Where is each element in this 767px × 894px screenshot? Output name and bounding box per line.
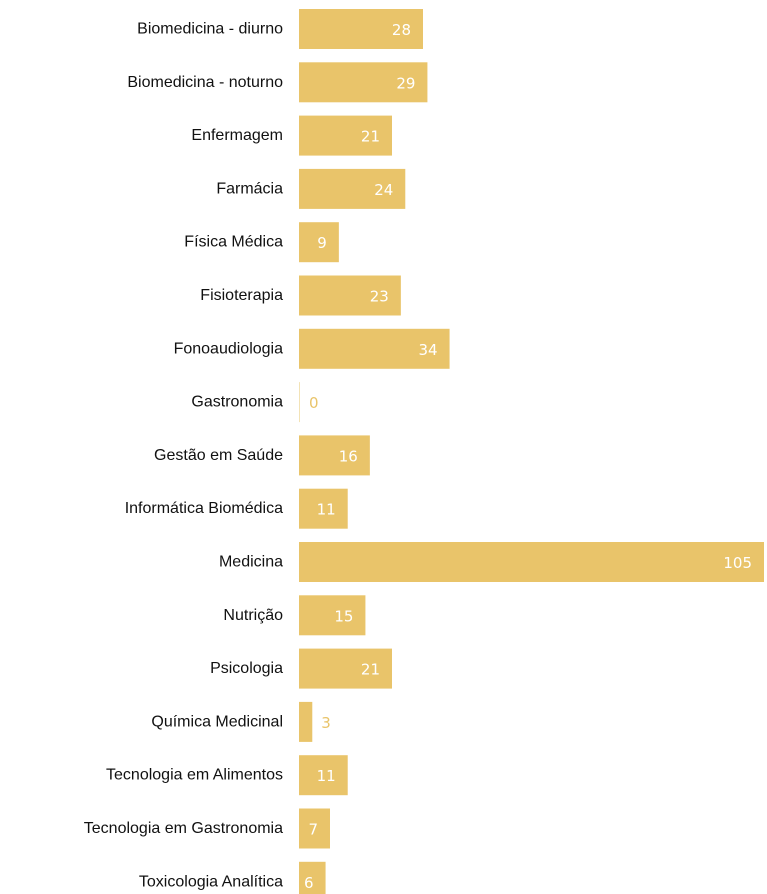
category-label: Informática Biomédica [125,500,283,517]
category-label: Fonoaudiologia [174,340,284,357]
value-label: 21 [361,128,380,146]
category-label: Gestão em Saúde [154,447,283,464]
bar [299,168,406,209]
category-label: Medicina [219,554,283,571]
bar-row: Psicologia 21 [210,648,392,689]
bar [299,328,450,369]
bar-row: Farmácia 24 [216,168,406,209]
category-label: Química Medicinal [151,713,283,730]
bar [299,808,330,849]
category-label: Enfermagem [191,127,283,144]
category-label: Psicologia [210,660,283,677]
value-label: 0 [309,394,319,412]
bar-row: Nutrição 15 [223,595,366,636]
bar [299,755,348,796]
bar [299,861,326,894]
value-label: 24 [374,181,393,199]
bar-row: Química Medicinal 3 [151,701,331,742]
bar-row: Fonoaudiologia 34 [174,328,450,369]
bar-row: Física Médica 9 [184,222,339,263]
bar [299,648,392,689]
bar [299,701,313,742]
bar-row: Tecnologia em Gastronomia 7 [84,808,330,849]
bar [299,382,300,423]
bar [299,595,366,636]
category-label: Biomedicina - diurno [137,21,283,38]
bar [299,222,339,263]
category-label: Fisioterapia [200,287,283,304]
category-label: Tecnologia em Alimentos [106,767,283,784]
bar [299,62,428,103]
bar-row: Biomedicina - noturno 29 [127,62,428,103]
value-label: 9 [317,234,327,252]
value-label: 21 [361,661,380,679]
bar-row: Tecnologia em Alimentos 11 [106,755,348,796]
category-label: Farmácia [216,180,283,197]
category-label: Biomedicina - noturno [127,74,283,91]
value-label: 23 [370,288,389,306]
category-label: Física Médica [184,234,283,251]
category-label: Gastronomia [191,394,283,411]
bar-row: Fisioterapia 23 [200,275,401,316]
value-label: 28 [392,21,411,39]
value-label: 105 [723,554,752,572]
value-label: 7 [308,821,318,839]
bar-row: Informática Biomédica 11 [125,488,348,529]
value-label: 11 [317,501,336,519]
value-label: 29 [396,74,415,92]
value-label: 11 [317,767,336,785]
bar-row: Enfermagem 21 [191,115,392,156]
bar [299,275,401,316]
category-label: Nutrição [223,607,283,624]
bar-row: Toxicologia Analítica 6 [139,861,326,894]
value-label: 3 [321,714,331,732]
bar-row: Gastronomia 0 [191,382,319,423]
category-label: Toxicologia Analítica [139,873,283,890]
bar [299,115,392,156]
value-label: 15 [334,607,353,625]
bar [299,435,370,476]
value-label: 6 [304,874,314,892]
bar-row: Medicina 105 [219,542,764,582]
bar [299,542,764,582]
bar [299,488,348,529]
value-label: 34 [418,341,437,359]
bar [299,9,423,49]
category-label: Tecnologia em Gastronomia [84,820,283,837]
bar-row: Gestão em Saúde 16 [154,435,370,476]
bar-row: Biomedicina - diurno 28 [137,9,423,49]
value-label: 16 [339,447,358,465]
